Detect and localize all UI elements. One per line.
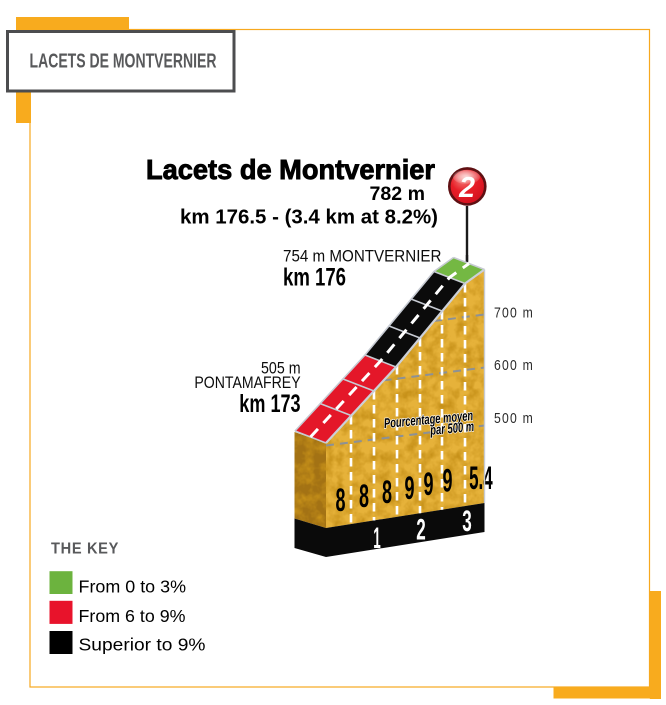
svg-text:8: 8 [382,474,392,510]
svg-text:8: 8 [359,478,369,514]
svg-text:3: 3 [462,505,472,538]
svg-text:2: 2 [458,172,475,204]
svg-text:505 m: 505 m [261,359,301,378]
svg-text:700 m: 700 m [494,305,534,322]
svg-text:From 0 to 3%: From 0 to 3% [79,577,187,597]
svg-text:From 6 to 9%: From 6 to 9% [79,606,186,626]
svg-text:1: 1 [373,522,381,555]
svg-text:754 m MONTVERNIER: 754 m MONTVERNIER [283,246,442,265]
svg-text:782 m: 782 m [370,184,426,205]
svg-text:LACETS DE MONTVERNIER: LACETS DE MONTVERNIER [30,51,217,73]
svg-text:9: 9 [443,463,453,499]
svg-text:8: 8 [336,482,346,518]
svg-text:par 500 m: par 500 m [429,418,475,438]
svg-text:km 173: km 173 [239,390,300,418]
svg-text:9: 9 [424,466,434,502]
svg-text:Superior to 9%: Superior to 9% [79,635,206,655]
svg-text:THE KEY: THE KEY [51,541,119,558]
svg-text:500 m: 500 m [494,410,534,427]
svg-text:9: 9 [405,470,415,506]
svg-text:PONTAMAFREY: PONTAMAFREY [194,373,300,392]
svg-text:km 176: km 176 [283,264,346,292]
svg-text:2: 2 [416,514,426,547]
svg-text:Lacets de Montvernier: Lacets de Montvernier [146,154,435,185]
svg-text:5.4: 5.4 [469,460,493,496]
svg-text:km 176.5 - (3.4 km at 8.2%): km 176.5 - (3.4 km at 8.2%) [180,207,438,229]
svg-text:600 m: 600 m [494,357,534,374]
